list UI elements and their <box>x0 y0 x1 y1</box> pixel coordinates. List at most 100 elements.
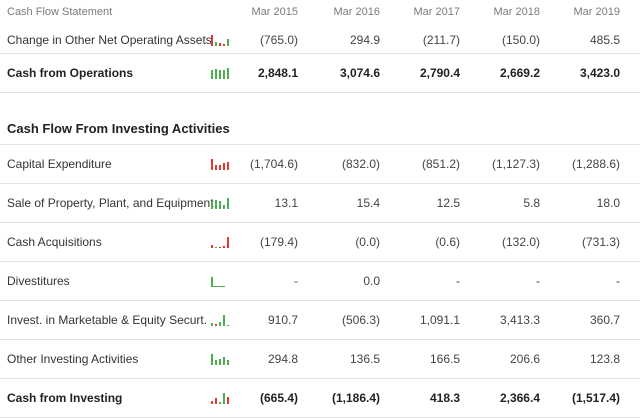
sparkline-bar <box>211 354 213 365</box>
row-value: 3,423.0 <box>579 66 620 80</box>
row-value: (765.0) <box>259 32 298 47</box>
row-value: (132.0) <box>501 235 540 249</box>
row-value: 2,366.4 <box>499 391 540 405</box>
row-value: (1,186.4) <box>331 391 380 405</box>
sparkline-bar <box>227 397 229 404</box>
statement-title: Cash Flow Statement <box>7 6 113 18</box>
table-row[interactable]: Sale of Property, Plant, and Equipment 13… <box>0 184 640 223</box>
sparkline-bar <box>211 401 213 404</box>
row-label: Cash from Investing <box>7 391 123 405</box>
row-value: - <box>616 274 620 288</box>
row-value: (665.4) <box>259 391 298 405</box>
row-value: - <box>456 274 460 288</box>
year-header[interactable]: Mar 2016 <box>333 6 380 18</box>
row-value: 1,091.1 <box>419 313 460 327</box>
year-header[interactable]: Mar 2019 <box>573 6 620 18</box>
sparkline-icon[interactable] <box>210 353 232 365</box>
sparkline-bar <box>219 70 221 79</box>
row-value: 294.9 <box>349 32 380 47</box>
sparkline-bar <box>215 247 217 248</box>
table-row[interactable]: Cash Acquisitions (179.4) (0.0) (0.6) (132.0… <box>0 223 640 262</box>
sparkline-bar <box>223 315 225 326</box>
row-value: 2,848.1 <box>257 66 298 80</box>
sparkline-bar <box>215 398 217 404</box>
row-label: Capital Expenditure <box>7 157 112 171</box>
row-value: 13.1 <box>274 196 298 210</box>
row-value: 136.5 <box>349 352 380 366</box>
row-value: (851.2) <box>421 157 460 171</box>
sparkline-bar <box>219 201 221 209</box>
row-value: 206.6 <box>509 352 540 366</box>
table-row[interactable]: Invest. in Marketable & Equity Securt. 91… <box>0 301 640 340</box>
section-title: Cash Flow From Investing Activities <box>0 114 640 145</box>
row-value: (832.0) <box>341 157 380 171</box>
row-value: (1,127.3) <box>491 157 540 171</box>
row-value: (179.4) <box>259 235 298 249</box>
sparkline-bar <box>227 162 229 170</box>
row-value: 2,669.2 <box>499 66 540 80</box>
year-header[interactable]: Mar 2015 <box>251 6 298 18</box>
sparkline-bar <box>227 325 229 326</box>
sparkline-icon[interactable] <box>210 392 232 404</box>
row-value: 166.5 <box>429 352 460 366</box>
row-label: Other Investing Activities <box>7 352 139 366</box>
row-value: (731.3) <box>581 235 620 249</box>
table-row[interactable]: Cash from Investing (665.4) (1,186.4) 418.3… <box>0 379 640 418</box>
sparkline-icon[interactable] <box>210 34 232 46</box>
sparkline-icon[interactable] <box>210 67 232 79</box>
sparkline-bar <box>227 198 229 209</box>
sparkline-bar <box>223 205 225 209</box>
year-header[interactable]: Mar 2018 <box>493 6 540 18</box>
sparkline-bar <box>215 324 217 326</box>
sparkline-bar <box>219 402 221 404</box>
row-value: (1,288.6) <box>571 157 620 171</box>
sparkline-icon[interactable] <box>210 236 232 248</box>
row-value: (1,517.4) <box>571 391 620 405</box>
row-value: 0.0 <box>363 274 380 288</box>
row-value: 910.7 <box>267 313 298 327</box>
table-row[interactable]: Cash from Operations 2,848.1 3,074.6 2,790.… <box>0 54 640 93</box>
year-header[interactable]: Mar 2017 <box>413 6 460 18</box>
row-value: (506.3) <box>341 313 380 327</box>
row-value: 15.4 <box>356 196 380 210</box>
row-value: 3,074.6 <box>339 66 380 80</box>
sparkline-bar <box>223 70 225 79</box>
sparkline-icon[interactable] <box>210 158 232 170</box>
row-label: Sale of Property, Plant, and Equipment <box>7 196 214 210</box>
row-value: - <box>294 274 298 288</box>
sparkline-bar <box>223 246 225 248</box>
sparkline-icon[interactable] <box>210 314 232 326</box>
row-value: 3,413.3 <box>499 313 540 327</box>
section-spacer <box>0 93 640 114</box>
sparkline-bar <box>211 159 213 170</box>
sparkline-bar <box>227 68 229 79</box>
row-value: (0.6) <box>435 235 460 249</box>
row-value: (211.7) <box>422 32 460 47</box>
row-value: (0.0) <box>355 235 380 249</box>
section-title-text: Cash Flow From Investing Activities <box>7 121 230 136</box>
row-label: Divestitures <box>7 274 70 288</box>
table-row[interactable]: Divestitures - 0.0 - - - <box>0 262 640 301</box>
sparkline-bar <box>215 41 217 46</box>
sparkline-bar <box>215 69 217 79</box>
sparkline-icon[interactable] <box>210 197 232 209</box>
table-row[interactable]: Capital Expenditure (1,704.6) (832.0) (851.… <box>0 145 640 184</box>
sparkline-bar <box>223 393 225 404</box>
sparkline-bar <box>211 245 213 248</box>
sparkline-bar <box>211 201 213 209</box>
sparkline-bar <box>219 165 221 170</box>
row-value: 360.7 <box>589 313 620 327</box>
row-value: 294.8 <box>267 352 298 366</box>
sparkline-bar <box>215 360 217 365</box>
sparkline-baseline <box>211 286 225 287</box>
row-label: Cash from Operations <box>7 66 134 80</box>
sparkline-icon[interactable] <box>210 275 232 287</box>
row-value: 18.0 <box>596 196 620 210</box>
sparkline-bar <box>223 357 225 365</box>
row-value: 123.8 <box>589 352 620 366</box>
table-row[interactable]: Other Investing Activities 294.8 136.5 166.… <box>0 340 640 379</box>
table-row[interactable]: Change in Other Net Operating Assets (765… <box>0 26 640 54</box>
row-value: - <box>536 274 540 288</box>
sparkline-bar <box>219 359 221 365</box>
sparkline-bar <box>215 200 217 209</box>
